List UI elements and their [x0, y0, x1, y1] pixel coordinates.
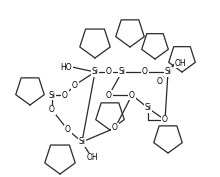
Text: OH: OH: [86, 153, 98, 162]
Text: Si: Si: [119, 67, 125, 76]
Text: O: O: [106, 90, 112, 99]
Text: O: O: [72, 81, 78, 90]
Text: O: O: [129, 90, 135, 99]
Text: O: O: [112, 124, 118, 133]
Text: O: O: [162, 116, 168, 124]
Text: O: O: [62, 90, 68, 99]
Text: Si: Si: [48, 90, 55, 99]
Text: O: O: [49, 105, 55, 115]
Text: O: O: [65, 125, 71, 135]
Text: Si: Si: [92, 67, 99, 76]
Text: OH: OH: [175, 59, 187, 67]
Text: Si: Si: [79, 138, 86, 147]
Text: O: O: [106, 67, 112, 76]
Text: O: O: [157, 78, 163, 87]
Text: Si: Si: [145, 104, 152, 113]
Text: Si: Si: [165, 67, 172, 76]
Text: O: O: [142, 67, 148, 76]
Text: HO: HO: [60, 62, 72, 72]
